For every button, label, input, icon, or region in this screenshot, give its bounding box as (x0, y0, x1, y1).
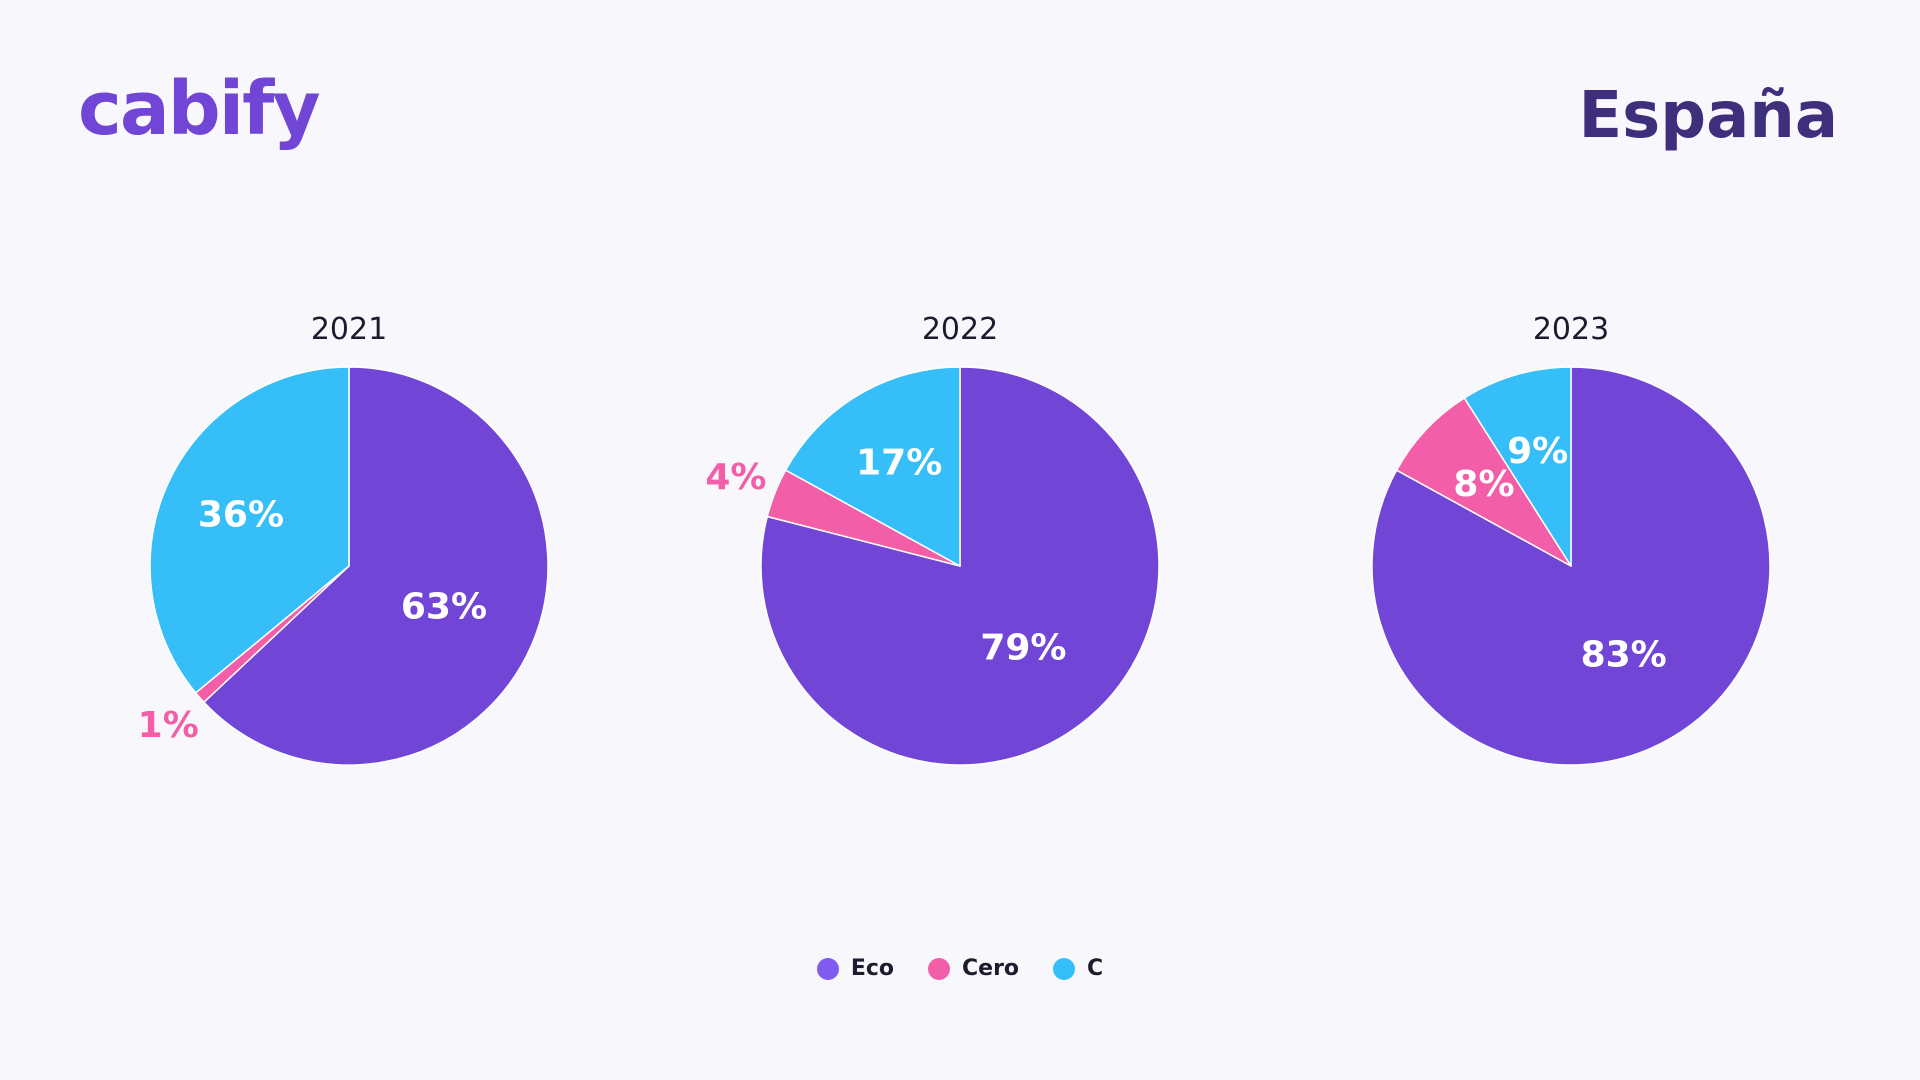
legend-label-eco: Eco (850, 956, 894, 981)
pie-chart-2023: 2023 83% 8%9% (1371, 312, 1771, 766)
legend-item-c: C (1053, 956, 1103, 981)
page-title: España (1578, 79, 1838, 153)
pie-chart-2022: 2022 79% 4% 17% (705, 312, 1160, 766)
legend-swatch-c (1053, 957, 1076, 980)
pie-slice-c-2023 (1463, 366, 1572, 567)
data-label-eco-2023: 83% (1581, 635, 1667, 676)
pie-slice-eco-2021 (203, 366, 549, 766)
legend-label-cero: Cero (962, 956, 1020, 981)
data-label-c-2021: 36% (198, 495, 284, 536)
data-label-eco-2021: 63% (401, 587, 487, 628)
legend-label-c: C (1087, 956, 1104, 981)
legend-item-eco: Eco (816, 956, 894, 981)
data-label-c-2023: 9% (1507, 431, 1568, 472)
chart-legend: Eco Cero C (0, 956, 1920, 981)
legend-swatch-cero (928, 957, 950, 980)
pie-slice-c-2021 (149, 366, 350, 694)
legend-item-cero: Cero (928, 956, 1019, 981)
legend-swatch-eco (816, 957, 839, 980)
data-label-cero-2023: 8% (1453, 464, 1514, 505)
cabify-logo: cabify (78, 66, 321, 152)
chart-title-2022: 2022 (922, 312, 998, 347)
data-label-cero-2022: 4% (705, 457, 766, 498)
pie-slice-cero-2023 (1395, 397, 1572, 567)
pie-slice-c-2022 (784, 366, 961, 567)
data-label-cero-2021: 1% (138, 705, 199, 746)
pie-chart-2021: 2021 63% 1% 36% (138, 312, 549, 766)
data-label-eco-2022: 79% (980, 627, 1066, 668)
chart-title-2021: 2021 (311, 312, 387, 347)
chart-title-2023: 2023 (1533, 312, 1609, 347)
data-label-c-2022: 17% (856, 443, 942, 484)
